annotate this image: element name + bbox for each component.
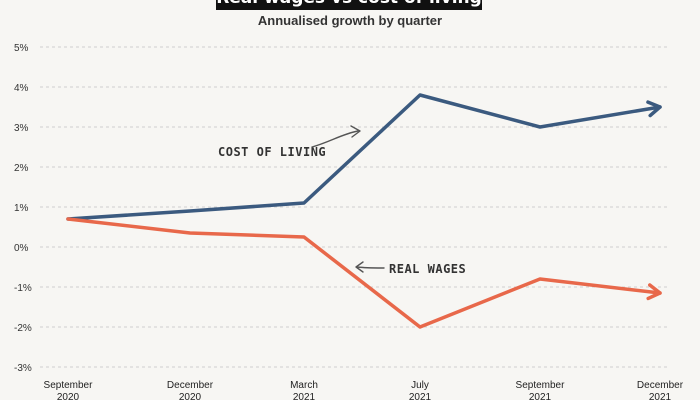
annotation-arrow — [311, 130, 359, 148]
series-arrowhead — [646, 283, 662, 301]
annotation-arrowhead — [350, 125, 361, 138]
x-tick-label: September 2020 — [44, 380, 94, 400]
x-tick-label: March 2021 — [290, 380, 318, 400]
y-tick-label: 5% — [14, 43, 29, 54]
x-axis-ticks: September 2020 December 2020 March 2021 July 20… — [44, 380, 684, 400]
annotation-arrowhead — [355, 261, 364, 273]
chart-subtitle: Annualised growth by quarter — [257, 13, 443, 28]
annotation-arrow — [356, 266, 385, 269]
annotation-layer: COST OF LIVING REAL WAGES — [218, 125, 466, 276]
series-label-real-wages: REAL WAGES — [389, 262, 466, 276]
y-tick-label: 3% — [14, 123, 29, 134]
y-tick-label: 4% — [14, 83, 29, 94]
x-tick-label: December 2021 — [637, 380, 684, 400]
y-tick-label: -3% — [14, 363, 32, 374]
x-tick-label: July 2021 — [409, 380, 432, 400]
series-label-cost-of-living: COST OF LIVING — [218, 145, 326, 159]
chart-title: Real wages vs cost of living — [216, 0, 482, 10]
series-line — [66, 93, 662, 221]
y-tick-label: 1% — [14, 203, 29, 214]
x-tick-label: September 2021 — [516, 380, 566, 400]
series-arrowhead — [646, 100, 662, 118]
y-tick-label: 2% — [14, 163, 29, 174]
series-line — [66, 217, 662, 329]
x-tick-label: December 2020 — [167, 380, 214, 400]
y-tick-label: -2% — [14, 323, 32, 334]
grid-layer — [40, 46, 668, 368]
y-tick-label: -1% — [14, 283, 32, 294]
y-axis-ticks: 5% 4% 3% 2% 1% 0% -1% -2% -3% — [14, 43, 32, 374]
series-layer — [66, 93, 662, 329]
y-tick-label: 0% — [14, 243, 29, 254]
